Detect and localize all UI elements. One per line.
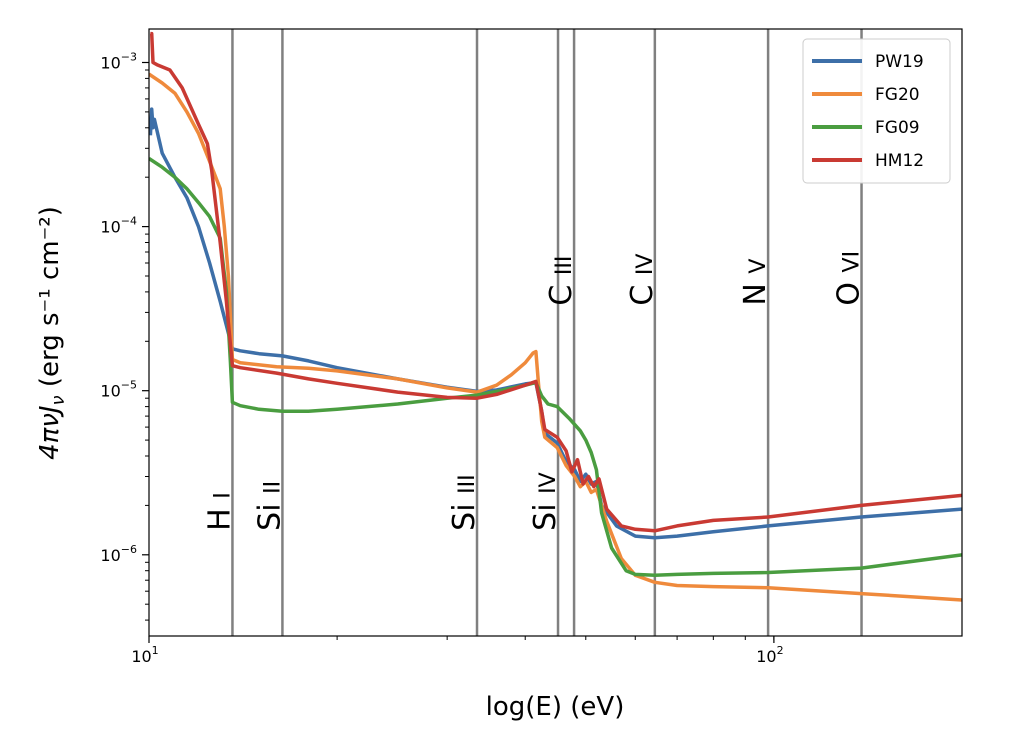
ion-label-si-iv: Si IV — [528, 472, 563, 530]
x-axis-label: log(E) (eV) — [486, 692, 625, 722]
ion-label-o-vi: O VI — [832, 251, 867, 306]
y-tick-label: 10−3 — [100, 50, 137, 72]
ion-label-h-i: H I — [202, 492, 237, 531]
y-tick-label: 10−5 — [100, 379, 137, 401]
legend-label-fg09: FG09 — [875, 118, 920, 138]
x-tick-label: 101 — [131, 644, 158, 666]
y-axis-label: 4πνJν (erg s⁻¹ cm⁻²) — [35, 206, 69, 460]
x-tick-label: 102 — [756, 644, 783, 666]
ion-label-n-v: N V — [738, 259, 773, 306]
series-hm12 — [149, 31, 962, 533]
y-tick-label: 10−4 — [100, 215, 137, 237]
legend-label-hm12: HM12 — [875, 151, 924, 171]
ion-label-si-iii: Si III — [447, 474, 482, 530]
plot-frame — [148, 28, 963, 637]
legend: PW19 FG20 FG09 HM12 — [802, 38, 951, 184]
series-fg20 — [149, 72, 962, 602]
series-lines — [149, 31, 962, 602]
legend-label-pw19: PW19 — [875, 52, 924, 72]
ion-label-c-iii: C III — [544, 256, 579, 306]
ion-label-si-ii: Si II — [252, 481, 287, 531]
legend-label-fg20: FG20 — [875, 85, 920, 105]
y-axis-ticks: 10−6 10−5 10−4 10−3 — [100, 50, 149, 621]
ionization-labels: H I Si II Si III Si IV C III C IV N V O VI — [202, 251, 866, 531]
legend-frame — [802, 38, 951, 184]
x-axis-ticks: 101 102 — [131, 636, 784, 666]
y-tick-label: 10−6 — [100, 543, 137, 565]
ion-label-c-iv: C IV — [625, 254, 660, 306]
